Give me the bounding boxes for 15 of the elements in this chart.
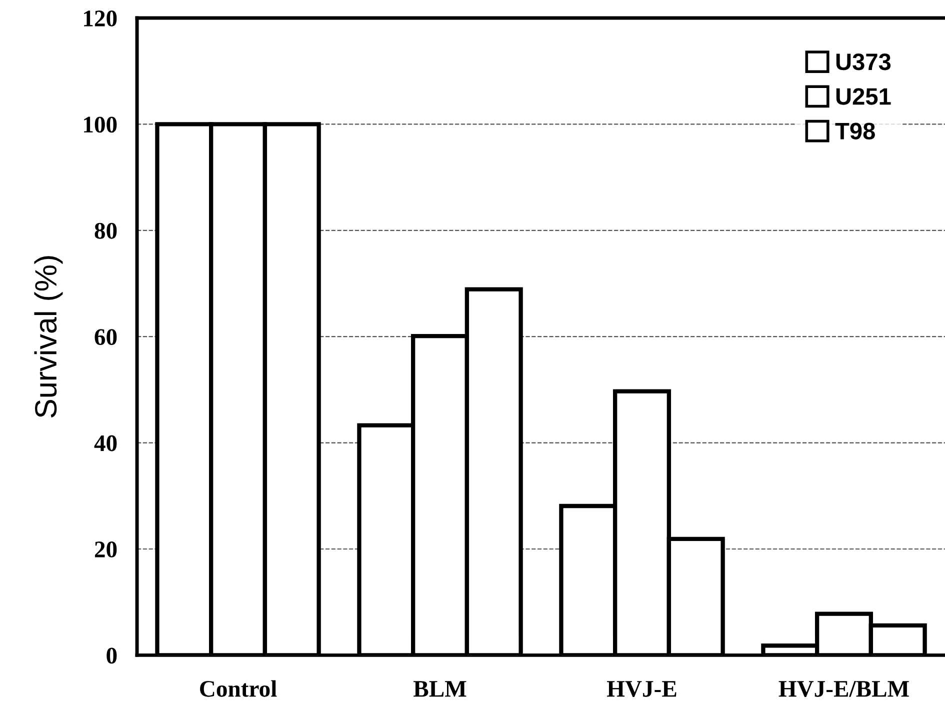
y-tick-label: 0 (106, 648, 117, 664)
y-tick-label: 60 (94, 329, 117, 346)
y-tick-label: 40 (94, 435, 117, 452)
y-tick-label: 80 (94, 222, 117, 239)
legend-label: T98 (835, 122, 875, 140)
legend-label: U251 (836, 88, 891, 105)
x-tick-label: BLM (414, 681, 466, 697)
y-tick-label: 120 (84, 10, 117, 26)
y-tick-label: 20 (94, 541, 117, 558)
x-tick-label: Control (200, 680, 277, 697)
y-axis-title: Survival (%) (34, 256, 63, 418)
x-tick-label: HVJ-E (606, 681, 676, 697)
legend-label: U373 (836, 53, 891, 70)
y-tick-label: 100 (84, 116, 117, 133)
x-tick-label: HVJ-E/BLM (778, 681, 909, 697)
